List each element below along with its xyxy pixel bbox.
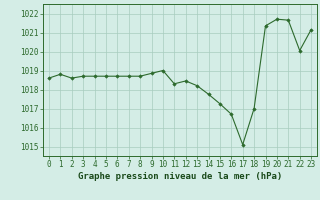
X-axis label: Graphe pression niveau de la mer (hPa): Graphe pression niveau de la mer (hPa) (78, 172, 282, 181)
